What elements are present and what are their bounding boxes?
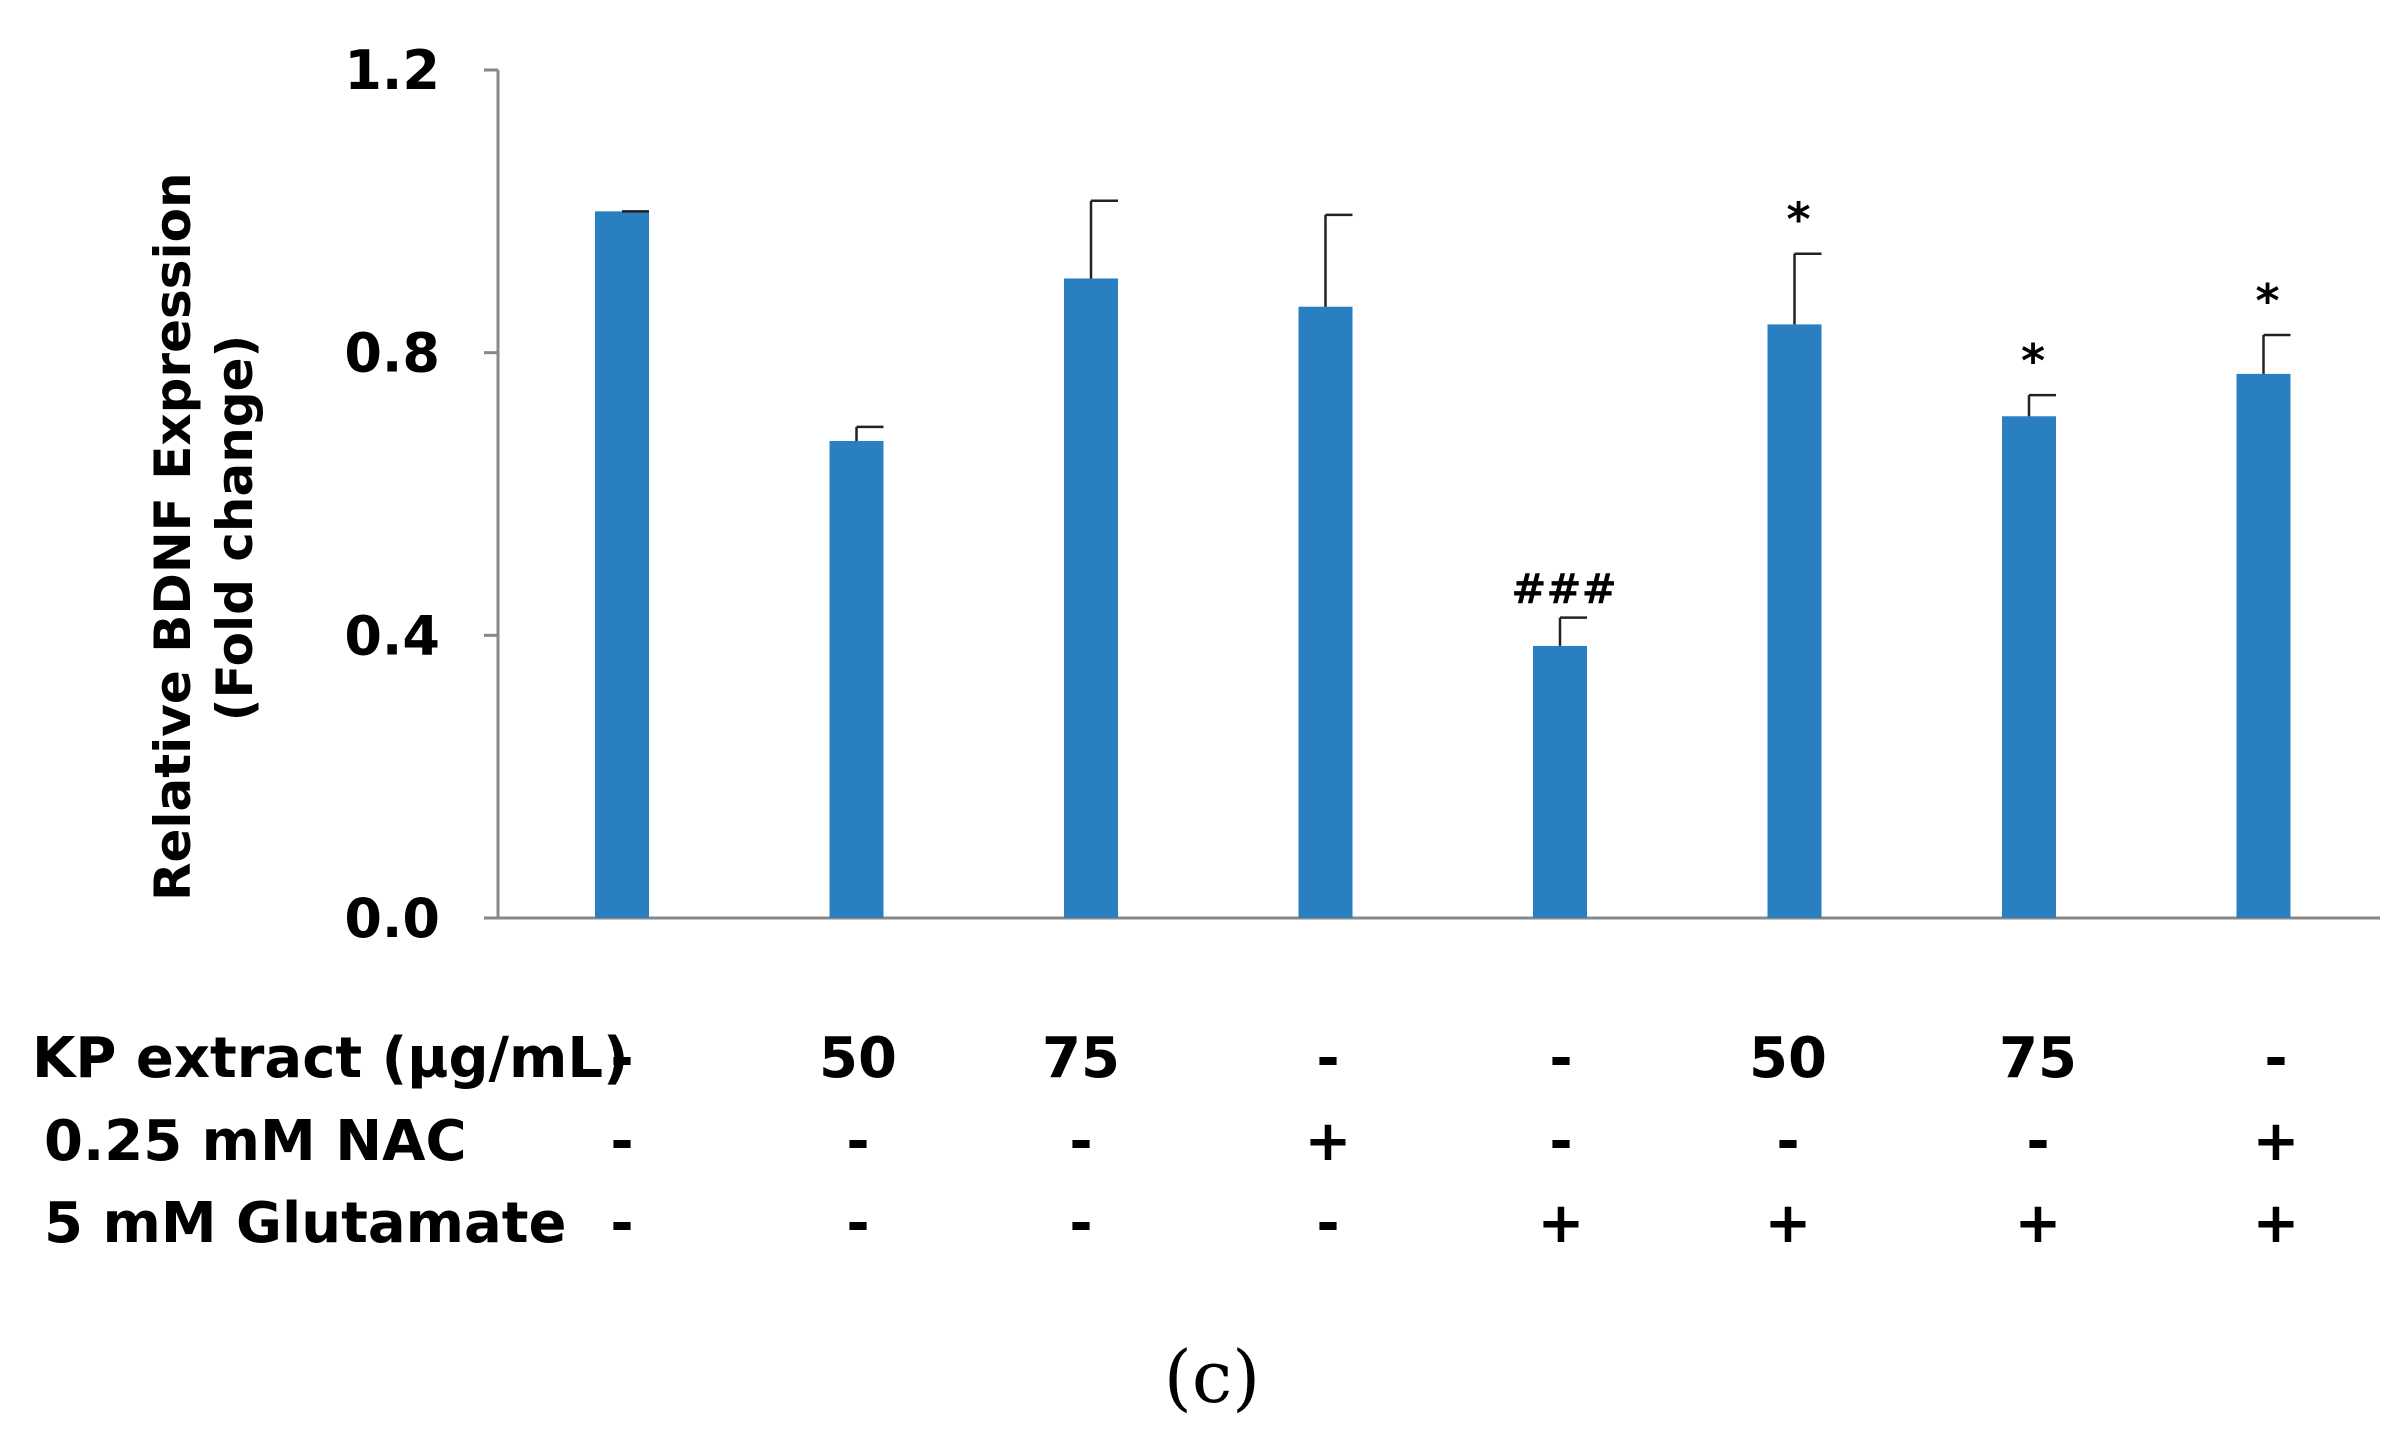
significance-label: * [2021,334,2045,388]
condition-cell: + [1765,1191,1812,1256]
bar [2002,416,2056,918]
condition-cell: - [1316,1026,1339,1091]
condition-cell: 75 [1042,1026,1120,1091]
y-axis-title: Relative BDNF Expression (Fold change) [144,155,264,901]
condition-cell: - [1069,1191,1092,1256]
condition-cell: 50 [1749,1026,1827,1091]
condition-cell: + [2015,1191,2062,1256]
condition-cell: + [1305,1109,1352,1174]
y-axis-title-line-1: Relative BDNF Expression [144,172,202,901]
bar [2236,373,2291,918]
y-tick-label: 0.4 [344,604,440,667]
bar [1064,278,1118,918]
condition-cell: - [610,1191,633,1256]
condition-cell: - [846,1191,869,1256]
condition-cell: - [1069,1109,1092,1174]
treatment-conditions-table: KP extract (µg/mL)- 50 75- -50 75 -0.25 mM NA… [32,1026,2299,1256]
condition-cell: - [2026,1109,2049,1174]
y-tick-label: 0.0 [344,887,440,950]
condition-cell: - [610,1109,633,1174]
bar [1767,324,1822,918]
condition-cell: - [1316,1191,1339,1256]
bar [1298,306,1353,918]
condition-cell: - [846,1109,869,1174]
y-axis [484,68,2380,920]
significance-annotations: ### * * * [1511,193,2279,614]
bar [1533,645,1587,918]
significance-label: ### [1511,565,1617,614]
condition-cell: + [2253,1191,2300,1256]
condition-cell: - [2264,1026,2287,1091]
bar [595,211,649,919]
panel-label: (c) [1164,1335,1261,1419]
y-tick-labels: 0.0 0.4 0.8 1.2 [344,39,440,950]
bars [595,199,2291,919]
y-tick-label: 1.2 [344,39,440,102]
condition-cell: + [1538,1191,1585,1256]
significance-label: * [2255,274,2279,328]
condition-row-label: KP extract (µg/mL) [32,1026,629,1091]
condition-row-label: 0.25 mM NAC [44,1109,467,1174]
condition-row-label: 5 mM Glutamate [44,1191,567,1256]
significance-label: * [1786,193,1810,247]
y-tick-label: 0.8 [344,322,440,385]
condition-cell: - [1549,1026,1572,1091]
y-axis-title-line-2: (Fold change) [206,335,264,722]
condition-cell: 75 [1999,1026,2077,1091]
condition-cell: 50 [819,1026,897,1091]
condition-cell: - [1549,1109,1572,1174]
bar [829,441,884,918]
condition-cell: - [1776,1109,1799,1174]
condition-cell: - [610,1026,633,1091]
condition-cell: + [2253,1109,2300,1174]
